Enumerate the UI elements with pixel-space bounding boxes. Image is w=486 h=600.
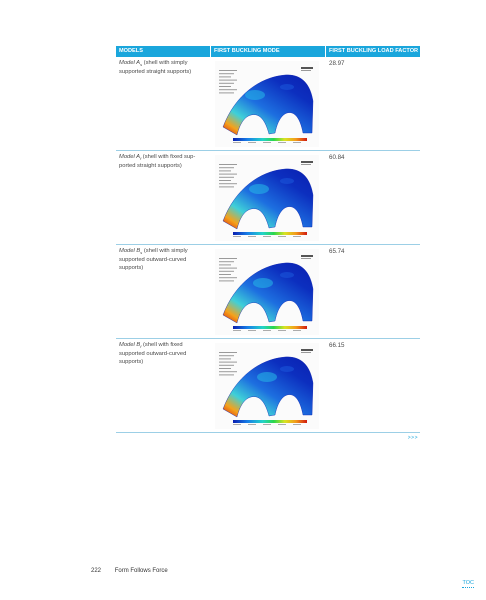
- model-subscript: f: [140, 156, 142, 162]
- model-cell: Model As (shell with simply supported st…: [116, 57, 211, 150]
- model-description: (shell with simply supported straight su…: [119, 60, 192, 75]
- model-subscript: f: [140, 344, 142, 350]
- fea-contour-plot: [215, 61, 319, 147]
- table-row: Model As (shell with simply supported st…: [116, 57, 420, 151]
- table-header: MODELS FIRST BUCKLING MODE FIRST BUCKLIN…: [116, 46, 420, 57]
- fea-buckling-image: [215, 61, 319, 147]
- load-factor-value: 28.97: [329, 60, 345, 67]
- header-load-factor: FIRST BUCKLING LOAD FACTOR: [329, 48, 419, 54]
- header-models: MODELS: [116, 46, 211, 57]
- model-cell: Model Af (shell with fixed sup-ported st…: [116, 151, 211, 244]
- model-name: Model A: [119, 60, 141, 66]
- model-name: Model A: [119, 154, 141, 160]
- continue-link[interactable]: >>>: [407, 435, 418, 441]
- legend-text-block: [219, 352, 237, 376]
- model-description: (shell with fixed sup-ported straight su…: [119, 154, 196, 169]
- fea-contour-plot: [215, 343, 319, 429]
- model-cell: Model Bs (shell with simply supported ou…: [116, 245, 211, 338]
- buckling-mode-cell: [211, 57, 326, 150]
- table-row: Model Bf (shell with fixed supported out…: [116, 339, 420, 433]
- model-description: (shell with simply supported outward-cur…: [119, 248, 188, 271]
- load-factor-value: 66.15: [329, 342, 345, 349]
- legend-text-block: [219, 258, 237, 282]
- buckling-mode-cell: [211, 339, 326, 432]
- load-factor-value: 65.74: [329, 248, 345, 255]
- fea-buckling-image: [215, 343, 319, 429]
- model-cell: Model Bf (shell with fixed supported out…: [116, 339, 211, 432]
- table-row: Model Af (shell with fixed sup-ported st…: [116, 151, 420, 245]
- header-buckling-mode: FIRST BUCKLING MODE: [211, 46, 326, 57]
- model-subscript: s: [140, 62, 143, 68]
- buckling-mode-cell: [211, 151, 326, 244]
- toc-link[interactable]: TOC: [462, 580, 474, 588]
- legend-text-block: [219, 164, 237, 188]
- table-row: Model Bs (shell with simply supported ou…: [116, 245, 420, 339]
- buckling-mode-cell: [211, 245, 326, 338]
- fea-buckling-image: [215, 249, 319, 335]
- model-subscript: s: [140, 250, 143, 256]
- fea-contour-plot: [215, 155, 319, 241]
- page-footer: 222 Form Follows Force: [91, 568, 168, 574]
- book-title: Form Follows Force: [114, 568, 168, 574]
- page-number: 222: [91, 568, 102, 574]
- model-description: (shell with fixed supported outward-curv…: [119, 342, 187, 365]
- fea-buckling-image: [215, 155, 319, 241]
- model-name: Model B: [119, 342, 141, 348]
- fea-contour-plot: [215, 249, 319, 335]
- model-name: Model B: [119, 248, 141, 254]
- load-factor-value: 60.84: [329, 154, 345, 161]
- legend-text-block: [219, 70, 237, 94]
- buckling-table: MODELS FIRST BUCKLING MODE FIRST BUCKLIN…: [116, 46, 420, 433]
